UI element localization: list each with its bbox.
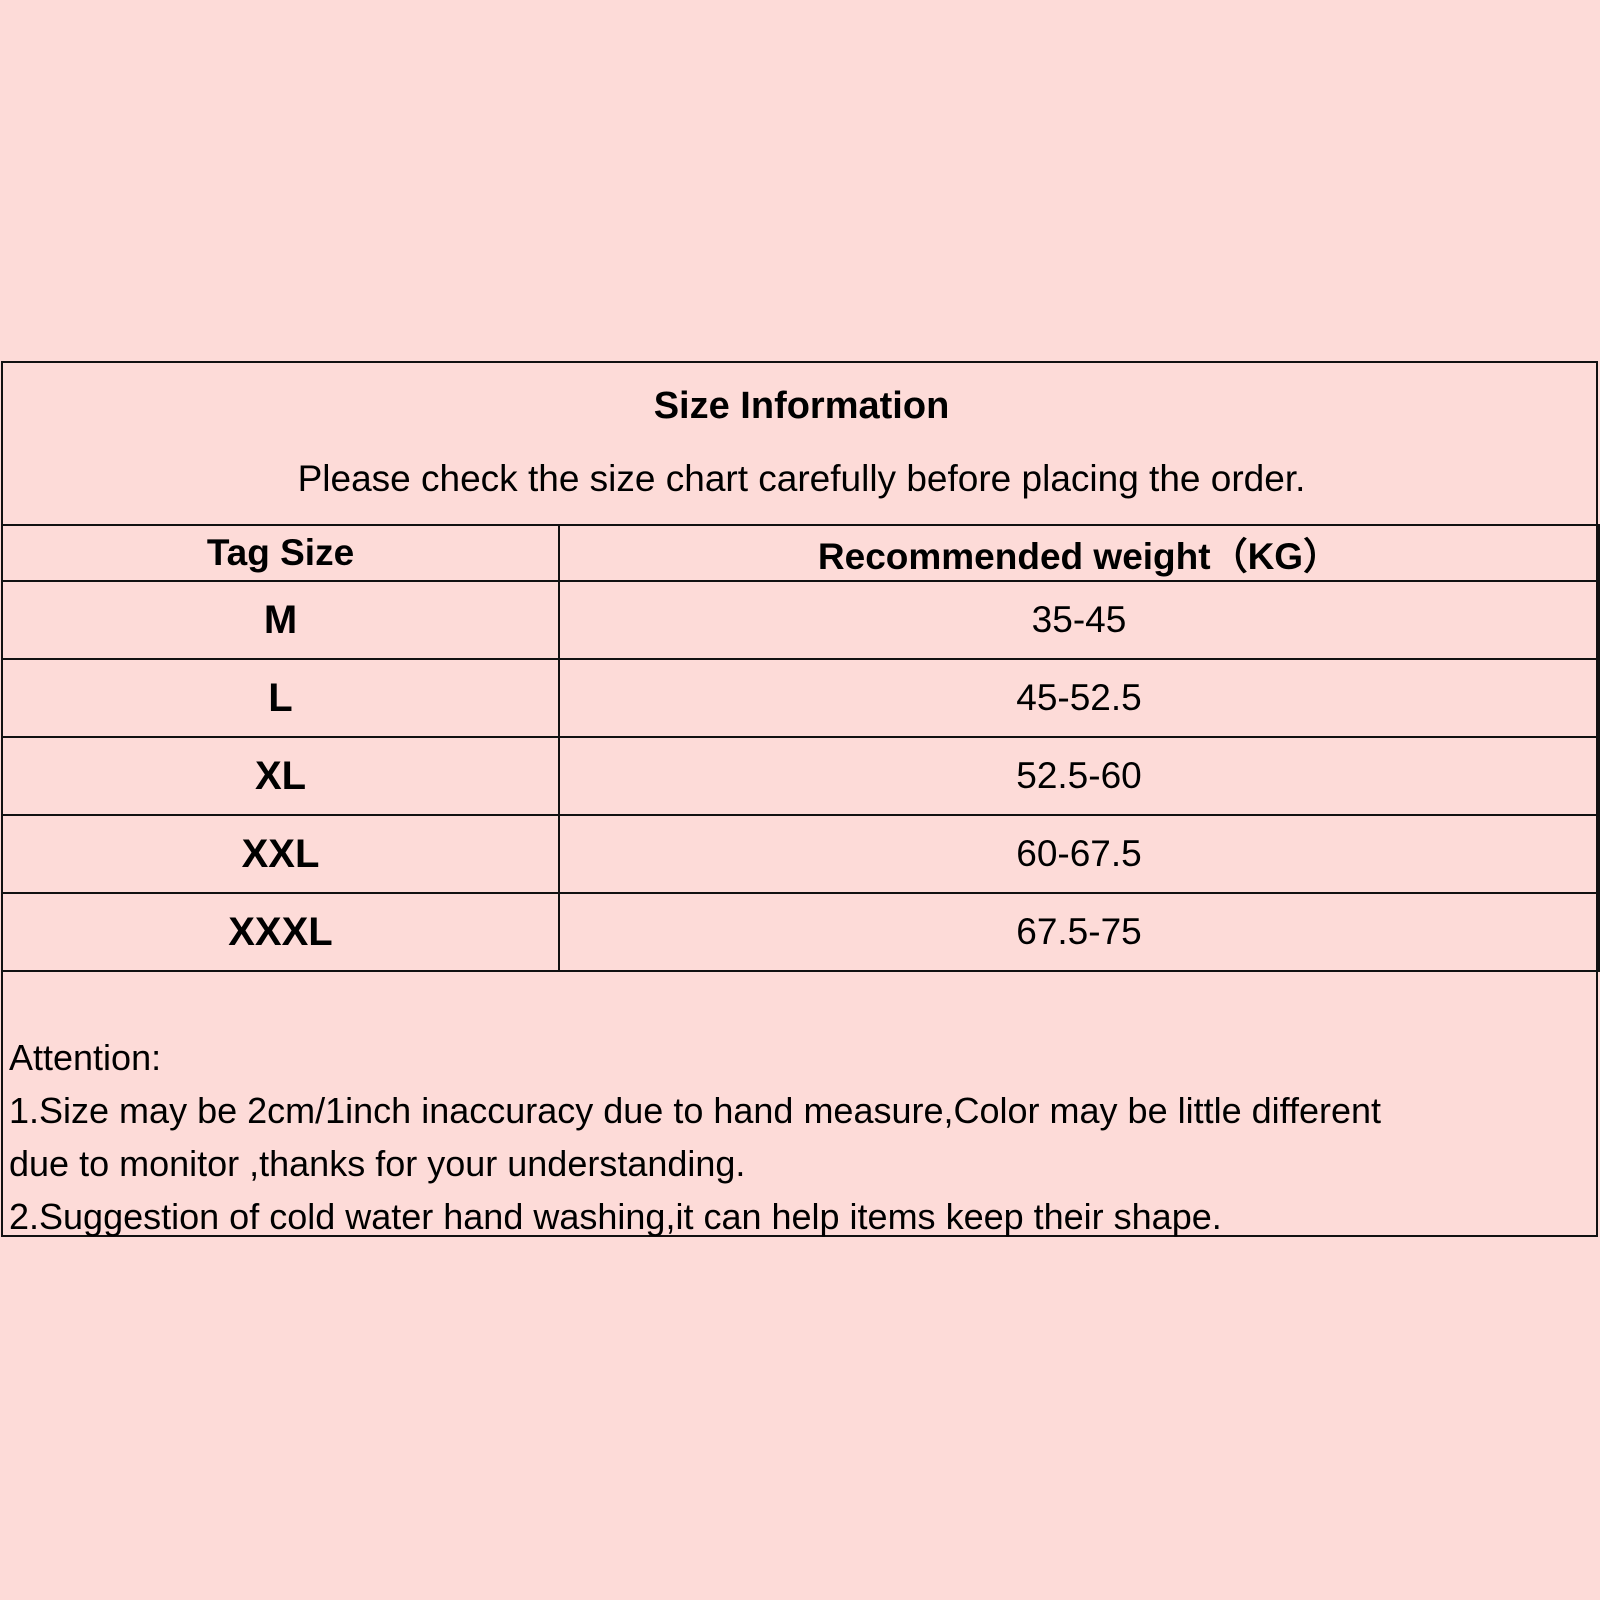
cell-weight: 35-45	[558, 580, 1600, 660]
note-line: 1.Size may be 2cm/1inch inaccuracy due t…	[9, 1090, 1382, 1131]
note-line: 2.Suggestion of cold water hand washing,…	[9, 1196, 1222, 1237]
cell-weight: 60-67.5	[558, 814, 1600, 894]
cell-size: XXXL	[1, 892, 560, 972]
attention-notes: Attention: 1.Size may be 2cm/1inch inaccu…	[9, 1031, 1381, 1243]
size-table: Tag Size Recommended weight（KG） M 35-45 …	[1, 524, 1600, 972]
cell-size: XXL	[1, 814, 560, 894]
table-row: XXXL 67.5-75	[1, 892, 1600, 972]
table-header-row: Tag Size Recommended weight（KG）	[1, 524, 1600, 582]
table-row: L 45-52.5	[1, 658, 1600, 738]
header-recommended-weight: Recommended weight（KG）	[558, 524, 1600, 582]
table-row: XXL 60-67.5	[1, 814, 1600, 894]
page-title: Size Information	[653, 385, 950, 427]
cell-weight: 45-52.5	[558, 658, 1600, 738]
cell-size: L	[1, 658, 560, 738]
table-row: M 35-45	[1, 580, 1600, 660]
cell-weight: 52.5-60	[558, 736, 1600, 816]
size-information-panel: Size Information Please check the size c…	[1, 361, 1600, 1237]
cell-weight: 67.5-75	[558, 892, 1600, 972]
note-line: due to monitor ,thanks for your understa…	[9, 1143, 746, 1184]
table-row: XL 52.5-60	[1, 736, 1600, 816]
notes-heading: Attention:	[9, 1037, 162, 1078]
subtitle: Please check the size chart carefully be…	[297, 458, 1306, 499]
cell-size: XL	[1, 736, 560, 816]
header-tag-size: Tag Size	[1, 524, 560, 582]
cell-size: M	[1, 580, 560, 660]
